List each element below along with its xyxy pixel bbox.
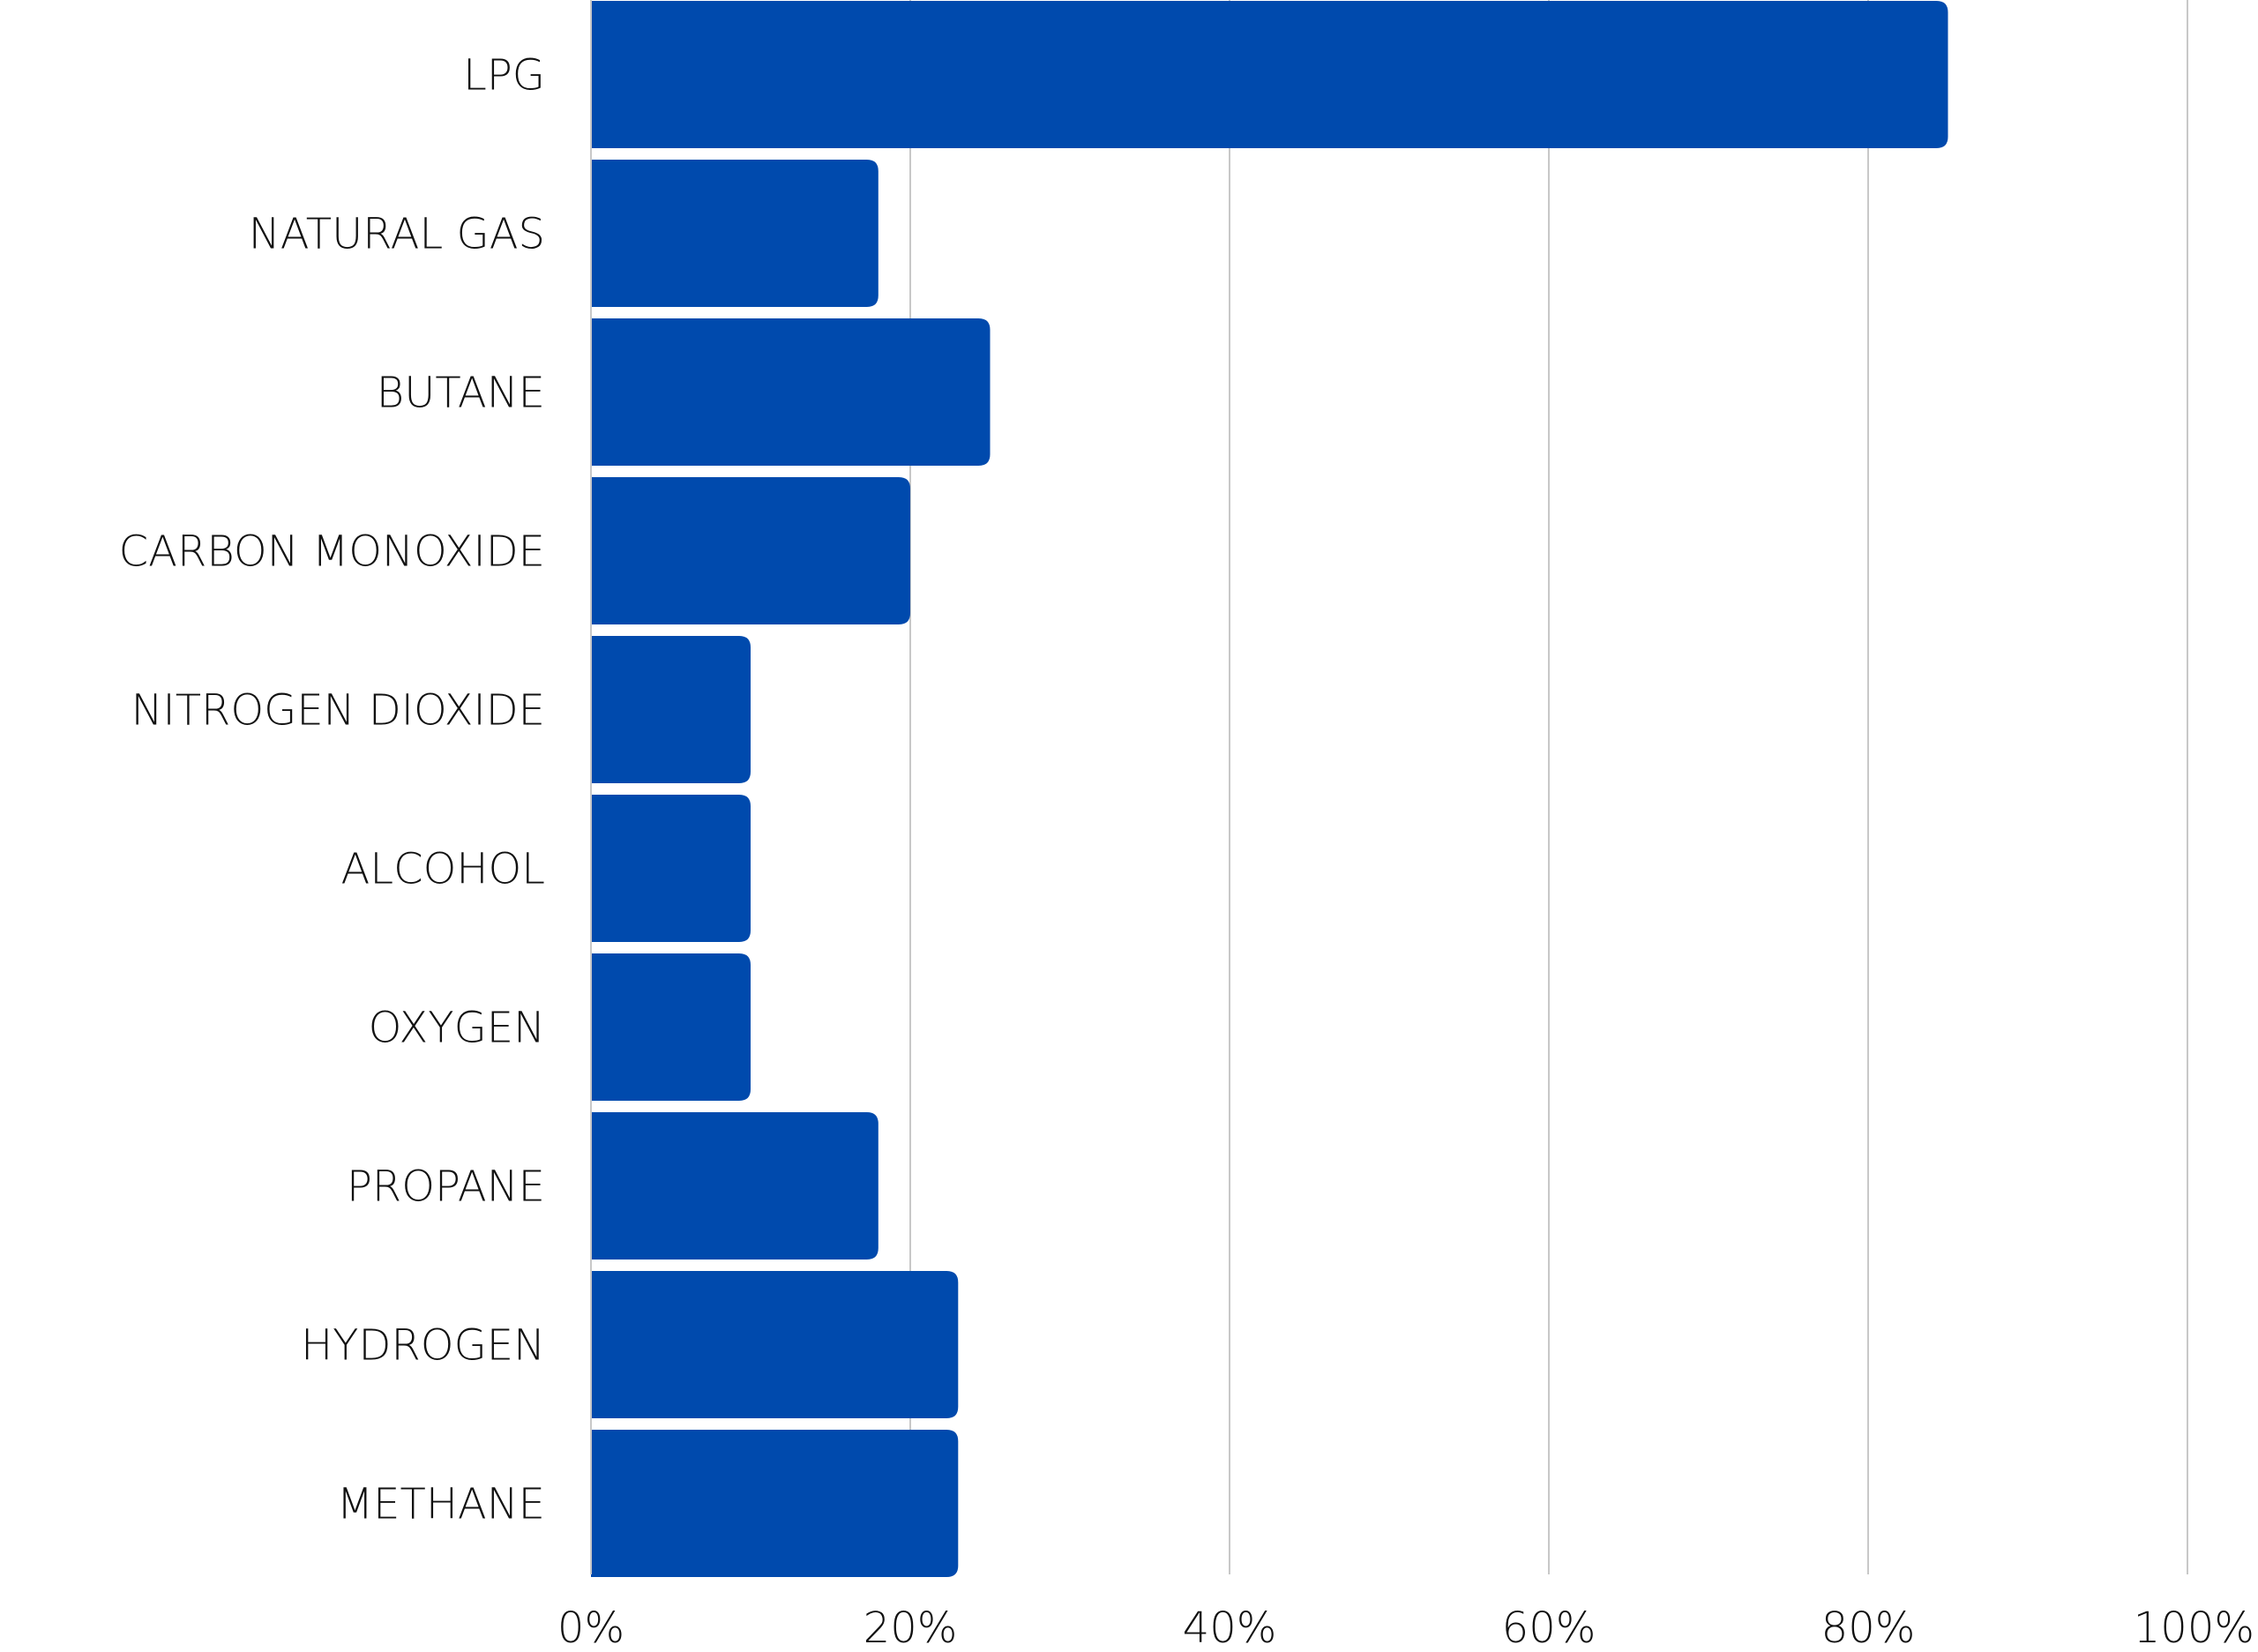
x-tick-label-60: 60% — [1502, 1603, 1596, 1652]
category-label-natural-gas: NATURAL GAS — [249, 210, 545, 259]
x-tick-label-20: 20% — [864, 1603, 958, 1652]
bar-alcohol — [591, 795, 751, 942]
bar-hydrogen — [591, 1271, 959, 1418]
bar-nitrogen-dioxide — [591, 636, 751, 783]
category-label-lpg: LPG — [463, 51, 545, 101]
category-label-methane: METHANE — [337, 1480, 545, 1529]
bar-lpg — [591, 1, 1948, 148]
gridlines — [909, 0, 2188, 1574]
category-label-propane: PROPANE — [347, 1162, 545, 1212]
x-tick-label-0: 0% — [557, 1603, 624, 1652]
bar-natural-gas — [591, 160, 879, 307]
category-label-nitrogen-dioxide: NITROGEN DIOXIDE — [131, 686, 545, 736]
category-label-butane: BUTANE — [377, 369, 545, 418]
bar-methane — [591, 1430, 959, 1577]
category-labels: LPG NATURAL GAS BUTANE CARBON MONOXIDE NITRO… — [119, 51, 545, 1529]
category-label-carbon-monoxide: CARBON MONOXIDE — [119, 527, 545, 577]
bars — [591, 1, 1948, 1577]
category-label-oxygen: OXYGEN — [369, 1004, 545, 1053]
x-tick-label-80: 80% — [1821, 1603, 1916, 1652]
bar-propane — [591, 1112, 879, 1260]
x-tick-label-100: 100% — [2134, 1603, 2254, 1652]
bar-oxygen — [591, 953, 751, 1101]
x-tick-label-40: 40% — [1183, 1603, 1277, 1652]
x-axis-tick-labels: 0% 20% 40% 60% 80% 100% — [557, 1603, 2254, 1652]
category-label-hydrogen: HYDROGEN — [301, 1321, 545, 1371]
bar-butane — [591, 318, 991, 466]
bar-carbon-monoxide — [591, 477, 910, 624]
category-label-alcohol: ALCOHOL — [341, 845, 546, 894]
